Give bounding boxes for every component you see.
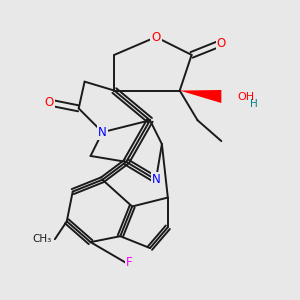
- Text: OH: OH: [238, 92, 255, 101]
- Text: H: H: [250, 99, 257, 109]
- Text: O: O: [151, 31, 160, 44]
- Polygon shape: [180, 90, 221, 103]
- Text: O: O: [217, 37, 226, 50]
- Text: N: N: [98, 126, 107, 139]
- Text: O: O: [44, 96, 54, 109]
- Text: F: F: [126, 256, 133, 269]
- Text: CH₃: CH₃: [33, 234, 52, 244]
- Text: N: N: [152, 173, 160, 186]
